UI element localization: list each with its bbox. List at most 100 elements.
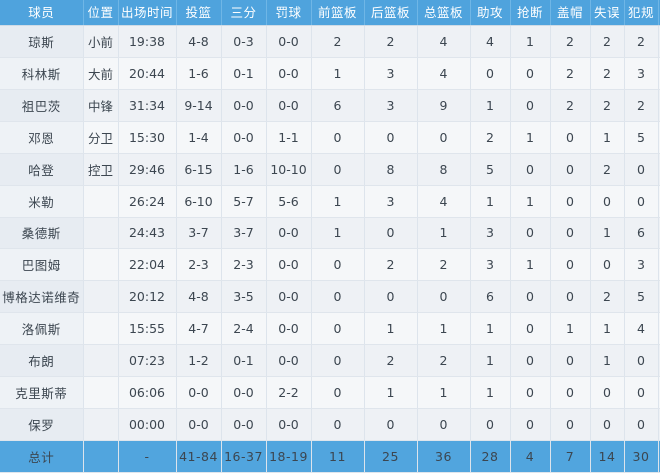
player-name-cell[interactable]: 祖巴茨 bbox=[0, 89, 84, 122]
column-header-treb[interactable]: 总篮板 bbox=[417, 0, 471, 26]
cell-dreb: 2 bbox=[364, 344, 418, 378]
cell-min: 20:44 bbox=[118, 57, 177, 90]
cell-pm: +4 bbox=[658, 185, 660, 218]
cell-pf: 5 bbox=[624, 121, 659, 154]
cell-ft: 0-0 bbox=[266, 57, 312, 90]
column-header-stl[interactable]: 抢断 bbox=[510, 0, 551, 26]
cell-tp: 0-0 bbox=[221, 89, 267, 122]
cell-treb: 0 bbox=[417, 408, 471, 441]
cell-stl: 1 bbox=[510, 185, 551, 218]
column-header-ft[interactable]: 罚球 bbox=[266, 0, 312, 26]
player-name-cell[interactable]: 博格达诺维奇 bbox=[0, 280, 84, 314]
cell-stl: 0 bbox=[510, 312, 551, 346]
player-name-cell[interactable]: 科林斯 bbox=[0, 57, 84, 90]
cell-min: 22:04 bbox=[118, 248, 177, 282]
player-name-cell[interactable]: 巴图姆 bbox=[0, 248, 84, 282]
cell-pf: 6 bbox=[624, 217, 659, 250]
total-cell-ft: 18-19 bbox=[266, 440, 312, 473]
column-header-oreb[interactable]: 前篮板 bbox=[311, 0, 365, 26]
cell-blk: 0 bbox=[550, 408, 591, 441]
cell-fg: 6-10 bbox=[176, 185, 222, 218]
total-cell-dreb: 25 bbox=[364, 440, 418, 473]
total-cell-treb: 36 bbox=[417, 440, 471, 473]
cell-oreb: 0 bbox=[311, 121, 365, 154]
total-cell-min: - bbox=[118, 440, 177, 473]
player-name-cell[interactable]: 琼斯 bbox=[0, 25, 84, 58]
cell-ast: 2 bbox=[470, 121, 511, 154]
cell-dreb: 0 bbox=[364, 408, 418, 441]
cell-ast: 3 bbox=[470, 217, 511, 250]
cell-min: 15:30 bbox=[118, 121, 177, 154]
cell-oreb: 0 bbox=[311, 280, 365, 314]
column-header-player[interactable]: 球员 bbox=[0, 0, 84, 26]
total-cell-oreb: 11 bbox=[311, 440, 365, 473]
player-name-cell[interactable]: 哈登 bbox=[0, 153, 84, 186]
cell-tp: 0-3 bbox=[221, 25, 267, 58]
column-header-dreb[interactable]: 后篮板 bbox=[364, 0, 418, 26]
column-header-tp[interactable]: 三分 bbox=[221, 0, 267, 26]
cell-tp: 0-0 bbox=[221, 376, 267, 410]
cell-pos: 小前 bbox=[83, 25, 119, 58]
column-header-ast[interactable]: 助攻 bbox=[470, 0, 511, 26]
cell-stl: 0 bbox=[510, 89, 551, 122]
cell-fg: 4-7 bbox=[176, 312, 222, 346]
cell-oreb: 2 bbox=[311, 25, 365, 58]
cell-pf: 0 bbox=[624, 408, 659, 441]
cell-tp: 1-6 bbox=[221, 153, 267, 186]
player-name-cell[interactable]: 桑德斯 bbox=[0, 217, 84, 250]
cell-min: 20:12 bbox=[118, 280, 177, 314]
cell-treb: 1 bbox=[417, 217, 471, 250]
column-header-pm[interactable]: +/- bbox=[658, 0, 660, 26]
cell-blk: 2 bbox=[550, 89, 591, 122]
player-name-cell[interactable]: 克里斯蒂 bbox=[0, 376, 84, 410]
cell-min: 15:55 bbox=[118, 312, 177, 346]
column-header-fg[interactable]: 投篮 bbox=[176, 0, 222, 26]
player-name-cell[interactable]: 米勒 bbox=[0, 185, 84, 218]
cell-blk: 0 bbox=[550, 185, 591, 218]
column-header-pf[interactable]: 犯规 bbox=[624, 0, 659, 26]
column-header-pos[interactable]: 位置 bbox=[83, 0, 119, 26]
cell-ft: 1-1 bbox=[266, 121, 312, 154]
cell-fg: 6-15 bbox=[176, 153, 222, 186]
player-name-cell[interactable]: 洛佩斯 bbox=[0, 312, 84, 346]
column-header-blk[interactable]: 盖帽 bbox=[550, 0, 591, 26]
cell-blk: 0 bbox=[550, 217, 591, 250]
cell-pm: -11 bbox=[658, 217, 660, 250]
player-name-cell[interactable]: 保罗 bbox=[0, 408, 84, 441]
cell-treb: 2 bbox=[417, 344, 471, 378]
total-cell-ast: 28 bbox=[470, 440, 511, 473]
cell-blk: 0 bbox=[550, 376, 591, 410]
cell-tp: 0-1 bbox=[221, 344, 267, 378]
total-cell-stl: 4 bbox=[510, 440, 551, 473]
cell-oreb: 1 bbox=[311, 185, 365, 218]
total-cell-tp: 16-37 bbox=[221, 440, 267, 473]
cell-tp: 2-4 bbox=[221, 312, 267, 346]
column-header-tov[interactable]: 失误 bbox=[590, 0, 625, 26]
cell-oreb: 0 bbox=[311, 408, 365, 441]
cell-blk: 2 bbox=[550, 25, 591, 58]
player-name-cell[interactable]: 邓恩 bbox=[0, 121, 84, 154]
player-name-cell[interactable]: 布朗 bbox=[0, 344, 84, 378]
cell-min: 06:06 bbox=[118, 376, 177, 410]
column-header-min[interactable]: 出场时间 bbox=[118, 0, 177, 26]
cell-tp: 2-3 bbox=[221, 248, 267, 282]
cell-ft: 0-0 bbox=[266, 248, 312, 282]
cell-ast: 4 bbox=[470, 25, 511, 58]
